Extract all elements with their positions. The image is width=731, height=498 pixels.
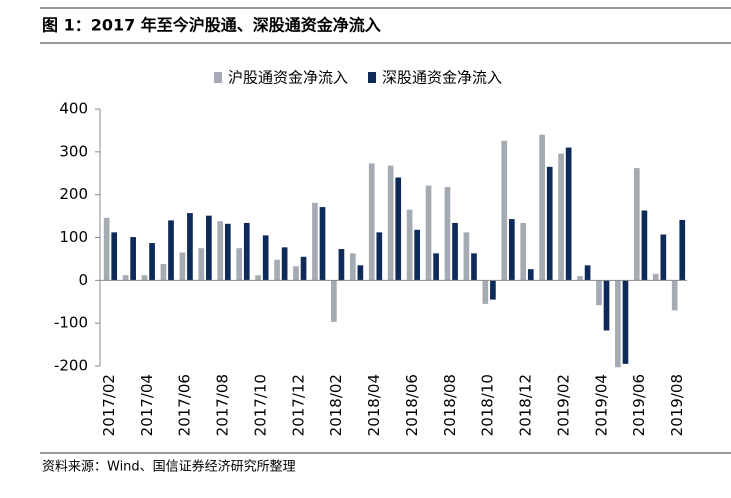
- bar: [274, 259, 280, 281]
- bar: [509, 219, 515, 281]
- x-tick-label: 2017/10: [251, 374, 269, 436]
- source: 资料来源：Wind、国信证券经济研究所整理: [42, 459, 296, 475]
- bar: [179, 252, 186, 281]
- bar: [603, 280, 610, 331]
- x-tick-label: 2018/08: [441, 374, 459, 436]
- bar: [349, 253, 356, 281]
- x-tick-label: 2019/04: [592, 374, 610, 436]
- x-tick-label: 2019/08: [668, 374, 686, 436]
- y-tick-label: 100: [59, 228, 88, 246]
- bar: [425, 185, 432, 281]
- bar: [652, 273, 659, 281]
- legend-swatch: [214, 72, 222, 83]
- bar: [539, 134, 545, 281]
- bar: [633, 168, 640, 281]
- bar: [224, 223, 231, 281]
- bar: [331, 280, 337, 322]
- bar: [160, 264, 167, 281]
- bar: [622, 280, 629, 364]
- bar: [615, 280, 621, 368]
- bar: [490, 280, 496, 300]
- bar: [198, 248, 205, 281]
- y-tick-label: -200: [54, 357, 88, 375]
- bar: [520, 222, 527, 281]
- bar: [414, 229, 421, 281]
- bar: [463, 232, 470, 281]
- bar: [679, 219, 686, 281]
- bar: [217, 221, 224, 281]
- x-tick-label: 2018/02: [327, 374, 345, 436]
- bar: [660, 234, 667, 281]
- x-tick-label: 2017/08: [214, 374, 232, 436]
- bar: [546, 166, 553, 281]
- bar: [368, 163, 375, 281]
- legend-swatch: [368, 72, 377, 83]
- chart-title: 图 1：2017 年至今沪股通、深股通资金净流入: [42, 16, 381, 35]
- bar: [395, 177, 402, 281]
- x-tick-label: 2018/04: [365, 374, 383, 436]
- bar: [243, 222, 250, 281]
- bar: [255, 275, 261, 281]
- x-tick-label: 2018/10: [479, 374, 497, 436]
- bar: [293, 266, 299, 281]
- bar: [577, 276, 583, 281]
- bar: [130, 237, 136, 281]
- bar: [482, 280, 489, 304]
- x-tick-label: 2019/02: [554, 374, 572, 436]
- y-tick-label: 400: [59, 100, 88, 118]
- bar: [596, 280, 602, 306]
- bar: [406, 209, 413, 281]
- x-tick-label: 2017/06: [176, 374, 194, 436]
- bar: [671, 280, 678, 311]
- x-tick-label: 2018/12: [517, 374, 535, 436]
- legend-label: 深股通资金净流入: [382, 69, 502, 87]
- x-tick-label: 2018/06: [403, 374, 421, 436]
- bar: [338, 249, 345, 281]
- bar: [122, 275, 129, 281]
- bar: [387, 165, 394, 281]
- bar: [641, 210, 648, 281]
- x-tick-label: 2017/04: [138, 374, 156, 436]
- bar: [584, 265, 591, 281]
- x-tick-label: 2017/12: [289, 374, 307, 436]
- bar: [319, 207, 326, 281]
- y-tick-label: -100: [54, 314, 88, 332]
- bar: [236, 248, 243, 281]
- bar: [433, 253, 439, 281]
- x-tick-label: 2017/02: [100, 374, 118, 436]
- bar: [111, 232, 118, 281]
- bar: [565, 147, 572, 281]
- bar: [501, 140, 508, 281]
- bar: [206, 215, 212, 281]
- bar: [187, 213, 193, 281]
- bar: [312, 202, 318, 281]
- bar: [262, 235, 269, 281]
- bar: [558, 153, 564, 281]
- bar: [281, 247, 288, 281]
- x-tick-label: 2019/06: [630, 374, 648, 436]
- bar: [141, 275, 148, 281]
- bar: [103, 217, 110, 281]
- bar: [452, 222, 458, 281]
- bar: [444, 186, 451, 281]
- bar: [300, 256, 307, 281]
- legend-label: 沪股通资金净流入: [228, 69, 348, 87]
- bar: [471, 253, 477, 281]
- y-tick-label: 0: [78, 271, 88, 289]
- bar: [357, 265, 364, 281]
- bar: [376, 232, 383, 281]
- y-tick-label: 200: [59, 185, 88, 203]
- bar: [527, 269, 534, 281]
- bar: [149, 243, 155, 281]
- bar: [168, 220, 174, 281]
- y-tick-label: 300: [59, 142, 88, 160]
